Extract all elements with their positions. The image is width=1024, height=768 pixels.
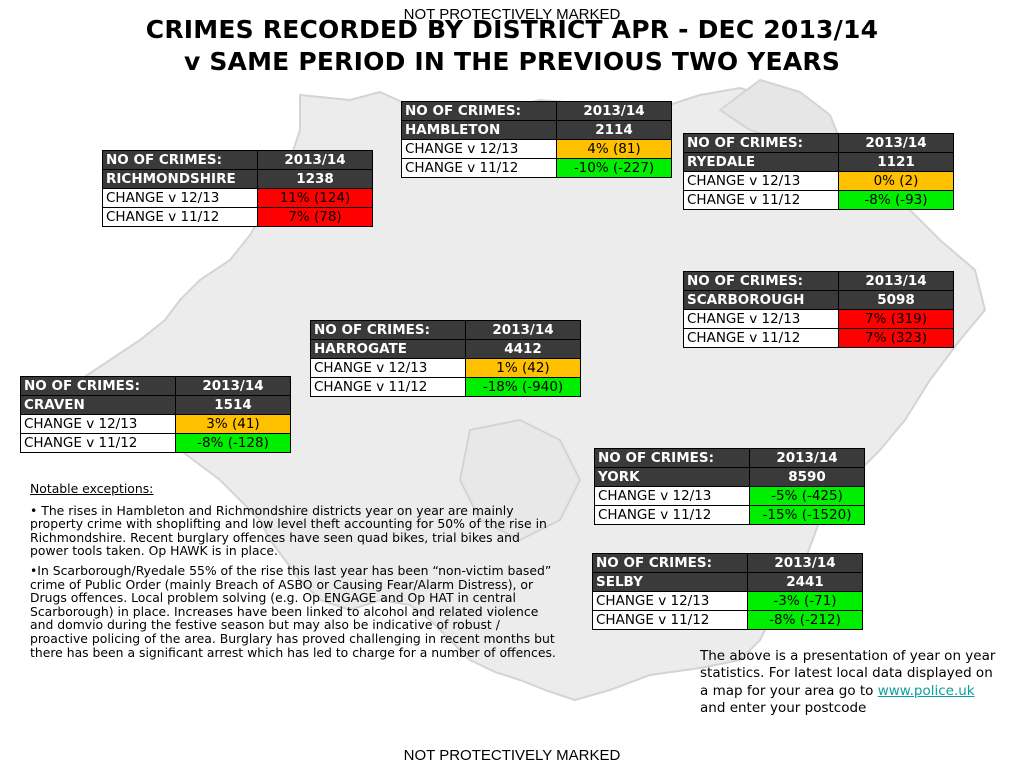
total-crimes: 2114 <box>556 120 672 140</box>
district-name: HARROGATE <box>310 339 466 359</box>
change-label: CHANGE v 12/13 <box>401 139 557 159</box>
district-table-york: NO OF CRIMES: 2013/14 YORK 8590 CHANGE v 1… <box>594 448 865 525</box>
change-value: 7% (323) <box>838 328 954 348</box>
total-crimes: 8590 <box>749 467 865 487</box>
label-cell: NO OF CRIMES: <box>401 101 557 121</box>
protective-marking-bottom: NOT PROTECTIVELY MARKED <box>403 747 621 764</box>
change-label: CHANGE v 11/12 <box>592 610 748 630</box>
total-crimes: 2441 <box>747 572 863 592</box>
change-value: -3% (-71) <box>747 591 863 611</box>
district-name: SELBY <box>592 572 748 592</box>
year-cell: 2013/14 <box>465 320 581 340</box>
change-label: CHANGE v 11/12 <box>20 433 176 453</box>
change-value: -18% (-940) <box>465 377 581 397</box>
district-table-scarborough: NO OF CRIMES: 2013/14 SCARBOROUGH 5098 CHA… <box>683 271 954 348</box>
district-table-selby: NO OF CRIMES: 2013/14 SELBY 2441 CHANGE v … <box>592 553 863 630</box>
year-cell: 2013/14 <box>838 133 954 153</box>
district-table-hambleton: NO OF CRIMES: 2013/14 HAMBLETON 2114 CHANG… <box>401 101 672 178</box>
change-value: -8% (-128) <box>175 433 291 453</box>
change-value: 11% (124) <box>257 188 373 208</box>
title-line-1: CRIMES RECORDED BY DISTRICT APR - DEC 20… <box>145 15 879 44</box>
change-value: 7% (319) <box>838 309 954 329</box>
notes-heading: Notable exceptions: <box>30 481 154 496</box>
label-cell: NO OF CRIMES: <box>20 376 176 396</box>
change-value: -15% (-1520) <box>749 505 865 525</box>
protective-marking-top: NOT PROTECTIVELY MARKED <box>403 6 621 23</box>
total-crimes: 4412 <box>465 339 581 359</box>
district-name: YORK <box>594 467 750 487</box>
total-crimes: 5098 <box>838 290 954 310</box>
change-label: CHANGE v 11/12 <box>594 505 750 525</box>
label-cell: NO OF CRIMES: <box>592 553 748 573</box>
district-table-craven: NO OF CRIMES: 2013/14 CRAVEN 1514 CHANGE v… <box>20 376 291 453</box>
notes-paragraph-2: •In Scarborough/Ryedale 55% of the rise … <box>30 562 556 660</box>
change-label: CHANGE v 11/12 <box>683 328 839 348</box>
year-cell: 2013/14 <box>749 448 865 468</box>
label-cell: NO OF CRIMES: <box>683 271 839 291</box>
change-value: -8% (-93) <box>838 190 954 210</box>
year-cell: 2013/14 <box>747 553 863 573</box>
year-cell: 2013/14 <box>175 376 291 396</box>
police-uk-link[interactable]: www.police.uk <box>877 682 975 699</box>
total-crimes: 1121 <box>838 152 954 172</box>
change-label: CHANGE v 12/13 <box>102 188 258 208</box>
total-crimes: 1238 <box>257 169 373 189</box>
change-value: 4% (81) <box>556 139 672 159</box>
change-label: CHANGE v 11/12 <box>102 207 258 227</box>
title-line-2: v SAME PERIOD IN THE PREVIOUS TWO YEARS <box>183 47 841 76</box>
district-table-richmondshire: NO OF CRIMES: 2013/14 RICHMONDSHIRE 1238 C… <box>102 150 373 227</box>
label-cell: NO OF CRIMES: <box>102 150 258 170</box>
district-name: CRAVEN <box>20 395 176 415</box>
district-table-harrogate: NO OF CRIMES: 2013/14 HARROGATE 4412 CHANG… <box>310 320 581 397</box>
change-label: CHANGE v 11/12 <box>401 158 557 178</box>
info-text-before: The above is a presentation of year on y… <box>700 648 996 699</box>
year-cell: 2013/14 <box>257 150 373 170</box>
change-label: CHANGE v 12/13 <box>594 486 750 506</box>
district-name: SCARBOROUGH <box>683 290 839 310</box>
district-table-ryedale: NO OF CRIMES: 2013/14 RYEDALE 1121 CHANGE … <box>683 133 954 210</box>
year-cell: 2013/14 <box>838 271 954 291</box>
district-name: HAMBLETON <box>401 120 557 140</box>
change-label: CHANGE v 12/13 <box>683 171 839 191</box>
change-value: 0% (2) <box>838 171 954 191</box>
label-cell: NO OF CRIMES: <box>310 320 466 340</box>
change-value: -8% (-212) <box>747 610 863 630</box>
change-value: -5% (-425) <box>749 486 865 506</box>
change-value: 7% (78) <box>257 207 373 227</box>
change-value: 3% (41) <box>175 414 291 434</box>
info-note: The above is a presentation of year on y… <box>700 648 1000 718</box>
change-value: 1% (42) <box>465 358 581 378</box>
change-label: CHANGE v 12/13 <box>683 309 839 329</box>
change-label: CHANGE v 12/13 <box>592 591 748 611</box>
district-name: RYEDALE <box>683 152 839 172</box>
change-label: CHANGE v 11/12 <box>683 190 839 210</box>
page-title: CRIMES RECORDED BY DISTRICT APR - DEC 20… <box>0 14 1024 78</box>
notes-paragraph-1: • The rises in Hambleton and Richmondshi… <box>30 502 547 559</box>
change-label: CHANGE v 11/12 <box>310 377 466 397</box>
total-crimes: 1514 <box>175 395 291 415</box>
notable-exceptions: Notable exceptions: • The rises in Hambl… <box>30 482 558 665</box>
label-cell: NO OF CRIMES: <box>594 448 750 468</box>
district-name: RICHMONDSHIRE <box>102 169 258 189</box>
year-cell: 2013/14 <box>556 101 672 121</box>
change-label: CHANGE v 12/13 <box>310 358 466 378</box>
change-label: CHANGE v 12/13 <box>20 414 176 434</box>
label-cell: NO OF CRIMES: <box>683 133 839 153</box>
info-text-after: and enter your postcode <box>700 700 867 717</box>
change-value: -10% (-227) <box>556 158 672 178</box>
